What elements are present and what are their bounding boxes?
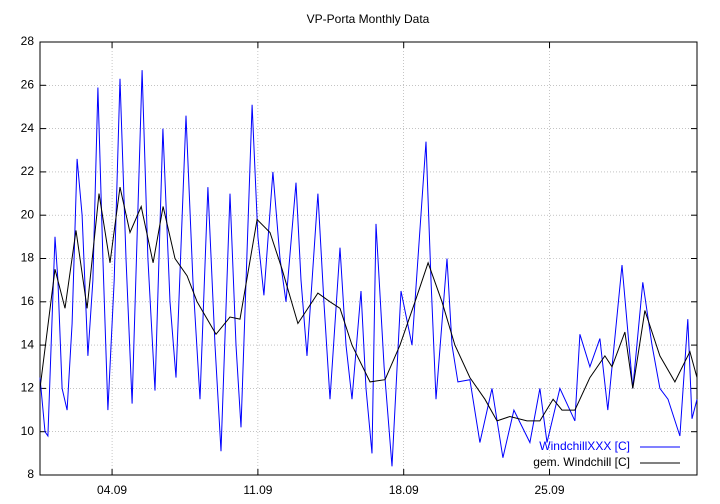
y-tick-label: 22 [21, 164, 35, 178]
y-tick-label: 28 [21, 34, 35, 48]
y-tick-label: 26 [21, 77, 35, 91]
y-tick-label: 14 [21, 337, 35, 351]
x-tick-label: 04.09 [97, 483, 127, 497]
legend-label: gem. Windchill [C] [533, 455, 630, 469]
chart-title: VP-Porta Monthly Data [307, 12, 430, 26]
y-tick-label: 10 [21, 424, 35, 438]
y-tick-label: 24 [21, 121, 35, 135]
series-line [39, 186, 698, 422]
plot-frame [39, 41, 698, 476]
x-tick-label: 25.09 [535, 483, 565, 497]
x-tick-label: 11.09 [243, 483, 272, 497]
y-tick-label: 8 [27, 467, 34, 481]
y-tick-label: 20 [21, 207, 35, 221]
series-line [39, 70, 698, 467]
y-tick-label: 16 [21, 294, 35, 308]
y-tick-label: 12 [21, 381, 35, 395]
y-tick-label: 18 [21, 251, 35, 265]
legend-label: WindchillXXX [C] [539, 439, 630, 453]
x-tick-label: 18.09 [389, 483, 419, 497]
